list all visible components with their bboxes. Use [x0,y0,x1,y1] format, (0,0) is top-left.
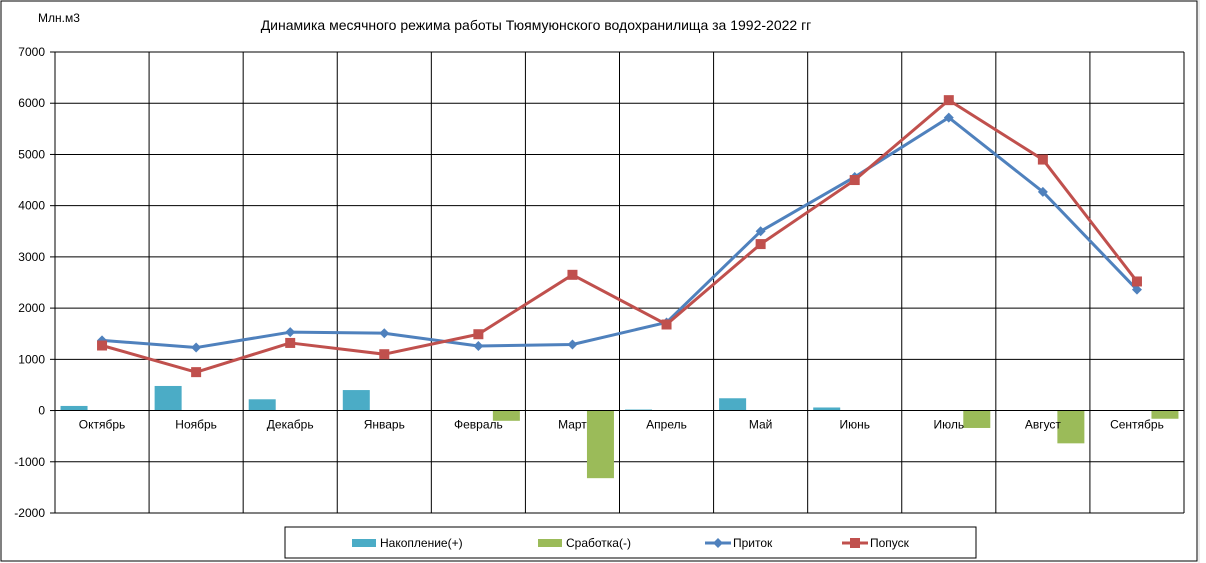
legend-label: Попуск [870,536,910,550]
point-release [567,269,578,280]
x-tick-label: Сентябрь [1110,418,1164,432]
x-tick-label: Июль [933,418,964,432]
bar-drawdown [963,410,991,428]
x-tick-label: Декабрь [267,418,314,432]
bar-accumulation [342,390,370,411]
point-inflow [1037,186,1048,197]
point-inflow [755,226,766,237]
x-tick-label: Февраль [454,418,503,432]
x-tick-label: Июнь [839,418,870,432]
x-tick-label: Март [558,418,587,432]
point-release [285,337,296,348]
y-tick-label: 2000 [18,301,45,315]
bar-accumulation [813,407,841,411]
point-release [849,175,860,186]
bar-accumulation [154,385,182,411]
point-release [97,340,108,351]
x-tick-label: Август [1025,418,1062,432]
point-release [1131,276,1142,287]
x-tick-label: Апрель [646,418,687,432]
point-release [661,319,672,330]
point-inflow [943,112,954,123]
bar-drawdown [586,410,614,479]
bar-series [60,385,1179,479]
axes: -2000 -1000 0 1000 2000 3000 4000 5000 6000 7000 О… [14,45,1184,520]
line-inflow [101,116,1139,350]
bar-accumulation [625,409,653,411]
y-tick-label: 5000 [18,147,45,161]
y-axis-unit-label: Млн.м3 [38,11,80,25]
y-tick-label: -1000 [14,455,45,469]
point-inflow [473,341,484,352]
bar-drawdown [1151,410,1179,419]
y-tick-label: 3000 [18,250,45,264]
y-tick-label: 4000 [18,199,45,213]
point-release [379,349,390,360]
point-release [943,95,954,106]
x-tick-label: Май [749,418,773,432]
line-release [101,98,1139,374]
bar-drawdown [1057,410,1085,444]
point-inflow [567,339,578,350]
legend-label: Приток [733,536,773,550]
legend-marker [713,538,723,548]
line-series [97,95,1142,378]
bar-accumulation [719,398,747,411]
point-release [191,367,202,378]
y-tick-label: 7000 [18,45,45,59]
y-tick-label: 1000 [18,352,45,366]
point-inflow [1131,284,1142,295]
legend-swatch [352,539,376,547]
y-tick-label: 0 [38,404,45,418]
point-release [1037,154,1048,165]
legend-label: Сработка(-) [566,536,631,550]
point-inflow [379,328,390,339]
bar-accumulation [60,405,88,411]
bar-accumulation [248,399,276,411]
bar-drawdown [492,410,520,421]
point-inflow [191,342,202,353]
legend-label: Накопление(+) [380,536,463,550]
x-tick-label: Ноябрь [175,418,217,432]
legend-swatch [538,539,562,547]
x-tick-label: Октябрь [79,418,126,432]
x-tick-label: Январь [364,418,405,432]
y-tick-label: 6000 [18,96,45,110]
point-release [755,239,766,250]
legend: Накопление(+) Сработка(-) Приток Попуск [284,526,977,559]
chart-title: Динамика месячного режима работы Тюямуюн… [261,17,812,33]
point-release [473,329,484,340]
legend-marker [850,538,860,548]
y-tick-label: -2000 [14,506,45,520]
point-inflow [285,327,296,338]
